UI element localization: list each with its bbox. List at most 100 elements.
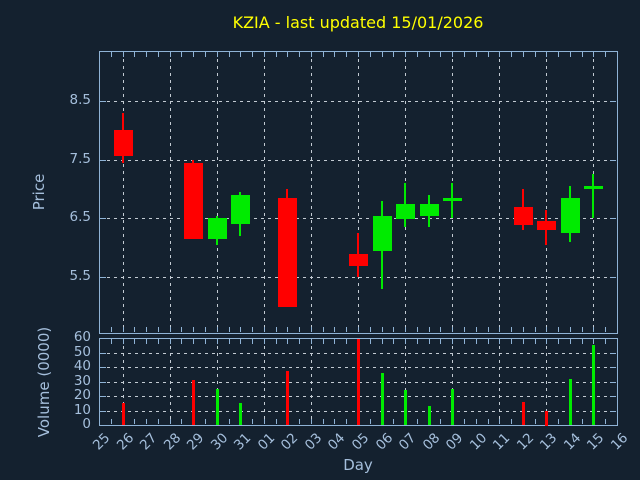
x-tickmark [405,52,406,57]
x-tickmark [370,339,371,344]
x-tickmark [605,419,606,424]
x-tickmark [440,419,441,424]
x-tickmark [499,419,500,424]
x-tickmark [334,327,335,332]
volume-tick-label-40: 40 [73,358,91,374]
x-tickmark [393,339,394,344]
x-tickmark [134,339,135,344]
x-tickmark [134,327,135,332]
x-tickmark [334,52,335,57]
x-tickmark [488,339,489,344]
x-tickmark [217,339,218,344]
x-tickmark [299,339,300,344]
volume-tick-label-30: 30 [73,373,91,389]
x-tickmark [605,327,606,332]
x-tickmark [464,52,465,57]
y-tickmark [100,411,106,412]
volume-bar-05 [357,339,360,425]
x-tickmark [146,52,147,57]
x-tickmark [111,327,112,332]
candle-body-05 [349,254,368,266]
day-gridline [264,339,265,424]
x-tickmark [476,339,477,344]
x-tickmark [134,52,135,57]
x-tickmark [111,339,112,344]
volume-tick-label-0: 0 [82,416,91,432]
x-tickmark [287,52,288,57]
x-tickmark [181,52,182,57]
x-tickmark [582,339,583,344]
x-tickmark [346,327,347,332]
x-tickmark [511,52,512,57]
x-tickmark [123,327,124,332]
x-tickmark [440,339,441,344]
x-tickmark [146,327,147,332]
x-tickmark [405,339,406,344]
x-tickmark [299,52,300,57]
candle-body-30 [208,218,227,239]
x-tickmark [276,339,277,344]
day-gridline [311,339,312,424]
candle-body-15 [584,186,603,189]
x-tickmark [558,52,559,57]
x-tickmark [570,339,571,344]
x-tickmark [252,52,253,57]
x-tickmark [546,327,547,332]
x-tickmark [181,327,182,332]
x-tickmark [276,327,277,332]
day-gridline [499,52,500,332]
x-tickmark [617,52,618,57]
x-tickmark [476,52,477,57]
x-tickmark [499,327,500,332]
x-tickmark [476,327,477,332]
x-tickmark [158,339,159,344]
x-tickmark [240,339,241,344]
x-tickmark [346,419,347,424]
x-tickmark [287,339,288,344]
x-tickmark [511,327,512,332]
x-tickmark [382,327,383,332]
x-tickmark [558,327,559,332]
volume-tick-label-60: 60 [73,329,91,345]
x-tickmark [229,339,230,344]
y-tickmark [610,101,616,102]
x-tickmark [264,327,265,332]
x-tickmark [382,52,383,57]
x-tickmark [158,52,159,57]
y-tickmark [100,382,106,383]
x-tickmark [440,327,441,332]
x-tickmark [193,339,194,344]
y-tickmark [610,353,616,354]
candle-body-06 [373,216,392,251]
volume-bar-31 [239,403,242,425]
x-tickmark [111,419,112,424]
x-tickmark [558,419,559,424]
x-tickmark [464,327,465,332]
chart-title: KZIA - last updated 15/01/2026 [232,13,484,32]
candle-body-12 [514,207,533,225]
x-tickmark [499,339,500,344]
x-tickmark [299,419,300,424]
volume-panel [99,338,618,426]
x-tickmark [417,339,418,344]
x-tickmark [523,52,524,57]
x-tickmark [323,339,324,344]
x-tickmark [570,52,571,57]
x-tickmark [229,327,230,332]
x-tickmark [229,52,230,57]
candle-wick-15 [592,174,594,218]
x-tickmark [546,339,547,344]
x-tickmark [370,419,371,424]
x-tickmark [217,327,218,332]
x-tickmark [617,419,618,424]
volume-bar-07 [404,390,407,425]
volume-tick-label-50: 50 [73,344,91,360]
x-tickmark [570,327,571,332]
x-tickmark [252,327,253,332]
day-gridline [217,339,218,424]
x-tickmark [276,419,277,424]
x-tickmark [593,339,594,344]
x-tickmark [99,419,100,424]
x-tickmark [370,52,371,57]
day-gridline [546,52,547,332]
